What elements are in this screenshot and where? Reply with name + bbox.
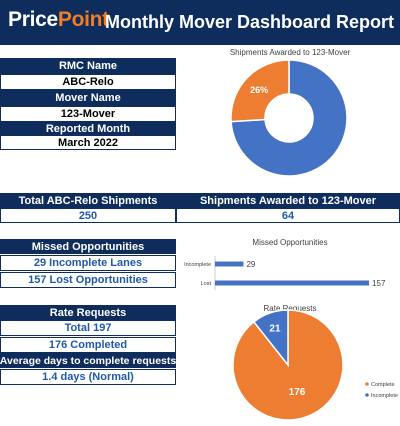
pricepoint-logo: PricePoint [8,8,109,32]
rate-requests-label: Rate Requests [0,305,176,320]
bar-1 [215,280,370,286]
bar-0 [215,261,244,267]
donut-slice-label-1: 26% [250,85,268,95]
legend-label-1: Incomplete [371,393,398,399]
rmc-name-label: RMC Name [0,58,176,74]
rate-pie-chart-title: Rate Requests [263,304,317,313]
awarded-shipments-label: Shipments Awarded to 123-Mover [176,193,400,208]
rate-pie-slice-label-0: 176 [289,387,306,398]
logo-text-price: Price [8,8,58,31]
bar-chart-title: Missed Opportunities [252,238,328,247]
rate-pie-slice-1 [252,309,289,368]
bar-category-label-1: Lost [201,281,212,287]
bar-value-label-0: 29 [246,260,255,269]
total-shipments-value: 250 [0,208,176,223]
mover-name-label: Mover Name [0,90,176,106]
legend-marker-0 [365,382,369,386]
legend-marker-1 [365,393,369,397]
reported-month-value: March 2022 [0,135,176,150]
donut-slice-0 [230,59,348,177]
legend-label-0: Complete [371,382,395,388]
report-title: Monthly Mover Dashboard Report [105,12,395,32]
incomplete-lanes-value: 29 Incomplete Lanes [0,255,176,271]
lost-opportunities-value: 157 Lost Opportunities [0,272,176,288]
mover-name-value: 123-Mover [0,106,176,122]
avg-days-label: Average days to complete requests [0,353,176,368]
rate-requests-total: Total 197 [0,320,176,336]
missed-opportunities-label: Missed Opportunities [0,239,176,254]
rate-requests-completed: 176 Completed [0,337,176,353]
awarded-shipments-value: 64 [176,208,400,223]
rmc-name-value: ABC-Relo [0,74,176,90]
logo-text-point: Point [57,8,109,31]
header-bar: PricePoint Monthly Mover Dashboard Repor… [0,0,400,45]
total-shipments-label: Total ABC-Relo Shipments [0,193,176,208]
donut-slice-1 [230,59,290,123]
reported-month-label: Reported Month [0,122,176,135]
bar-category-label-0: Incomplete [184,262,211,268]
donut-chart-title: Shipments Awarded to 123-Mover [229,48,351,57]
bar-value-label-1: 157 [372,279,386,288]
avg-days-value: 1.4 days (Normal) [0,369,176,385]
rate-pie-slice-label-1: 21 [269,324,281,335]
